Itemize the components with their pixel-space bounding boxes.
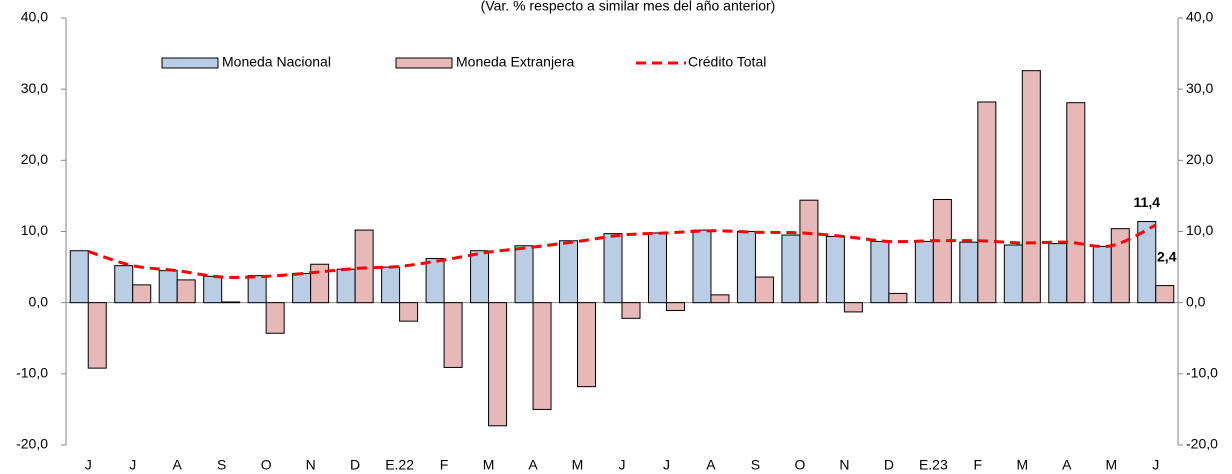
line	[87, 223, 1157, 279]
x-tick-label: D	[350, 457, 360, 473]
bar	[932, 198, 952, 304]
x-tick-label: A	[173, 457, 183, 473]
bar	[221, 301, 241, 304]
bar	[621, 302, 641, 319]
legend-swatch	[161, 57, 219, 69]
y-tick-label: 40,0	[21, 9, 48, 25]
bar	[870, 240, 890, 304]
x-tick-label: F	[440, 457, 449, 473]
x-tick-label: M	[1105, 457, 1117, 473]
y-tick-label: 10,0	[21, 222, 48, 238]
bar	[514, 245, 534, 304]
bar	[1092, 245, 1112, 304]
bar	[1110, 228, 1130, 304]
bar	[559, 240, 579, 304]
y2-tick-label: 30,0	[1186, 80, 1213, 96]
bar	[799, 199, 819, 304]
y-tick-label: -10,0	[16, 365, 48, 381]
bar	[1066, 102, 1086, 304]
bar	[381, 266, 401, 304]
x-tick-label: N	[306, 457, 316, 473]
x-tick-label: A	[1062, 457, 1072, 473]
x-tick-label: S	[751, 457, 760, 473]
x-tick-label: O	[261, 457, 272, 473]
y2-tick-label: 40,0	[1186, 9, 1213, 25]
y-tick-label: 30,0	[21, 80, 48, 96]
data-label: 2,4	[1157, 248, 1177, 264]
x-tick-label: J	[129, 457, 136, 473]
bar	[532, 302, 552, 410]
x-tick-label: M	[1016, 457, 1028, 473]
bar	[354, 229, 374, 304]
bar	[1003, 244, 1023, 304]
y2-tick-label: 0,0	[1186, 293, 1206, 309]
data-label: 11,4	[1134, 194, 1161, 210]
x-tick-label: J	[1152, 457, 1159, 473]
bar	[754, 276, 774, 304]
bar	[710, 294, 730, 304]
x-tick-label: A	[528, 457, 538, 473]
bar	[247, 275, 267, 304]
bar	[265, 302, 285, 334]
bar	[132, 284, 152, 304]
bar	[647, 232, 667, 304]
bar	[425, 258, 445, 304]
x-tick-label: N	[839, 457, 849, 473]
y-tick-label: 0,0	[29, 293, 49, 309]
legend-label: Moneda Nacional	[222, 54, 331, 70]
x-tick-label: J	[85, 457, 92, 473]
bar	[1137, 221, 1157, 304]
bar	[1048, 243, 1068, 304]
y-tick-label: -20,0	[16, 436, 48, 452]
bar	[176, 279, 196, 304]
x-tick-label: M	[483, 457, 495, 473]
bar	[825, 235, 845, 304]
x-tick-label: J	[619, 457, 626, 473]
bar	[736, 231, 756, 304]
x-tick-label: O	[794, 457, 805, 473]
bar	[692, 229, 712, 304]
bar	[292, 272, 312, 304]
legend-label: Crédito Total	[688, 54, 766, 70]
x-tick-label: E.22	[385, 457, 414, 473]
bar	[914, 240, 934, 304]
bar	[888, 292, 908, 304]
x-tick-label: J	[663, 457, 670, 473]
bar	[158, 270, 178, 304]
x-tick-label: D	[884, 457, 894, 473]
bar	[87, 302, 107, 369]
x-tick-label: M	[572, 457, 584, 473]
bar	[977, 101, 997, 304]
x-tick-label: E.23	[919, 457, 948, 473]
bar	[665, 302, 685, 311]
bar	[336, 268, 356, 304]
y2-tick-label: -10,0	[1186, 365, 1218, 381]
y2-tick-label: 10,0	[1186, 222, 1213, 238]
bar	[399, 302, 419, 322]
x-tick-label: S	[217, 457, 226, 473]
bar	[488, 302, 508, 427]
x-tick-label: A	[706, 457, 716, 473]
legend-swatch	[395, 57, 453, 69]
y2-tick-label: 20,0	[1186, 151, 1213, 167]
bar	[1155, 285, 1175, 304]
bar	[603, 233, 623, 304]
bar	[1021, 70, 1041, 304]
chart-subtitle: (Var. % respecto a similar mes del año a…	[481, 0, 776, 14]
bar	[577, 302, 597, 388]
bar	[470, 250, 490, 304]
bar	[203, 275, 223, 304]
legend-label: Moneda Extranjera	[456, 54, 575, 70]
y-tick-label: 20,0	[21, 151, 48, 167]
bar	[959, 241, 979, 304]
bar	[69, 250, 89, 304]
y2-tick-label: -20,0	[1186, 436, 1218, 452]
bar	[114, 265, 134, 304]
bar	[781, 234, 801, 304]
bar	[843, 302, 863, 313]
bar	[443, 302, 463, 368]
x-tick-label: F	[974, 457, 983, 473]
